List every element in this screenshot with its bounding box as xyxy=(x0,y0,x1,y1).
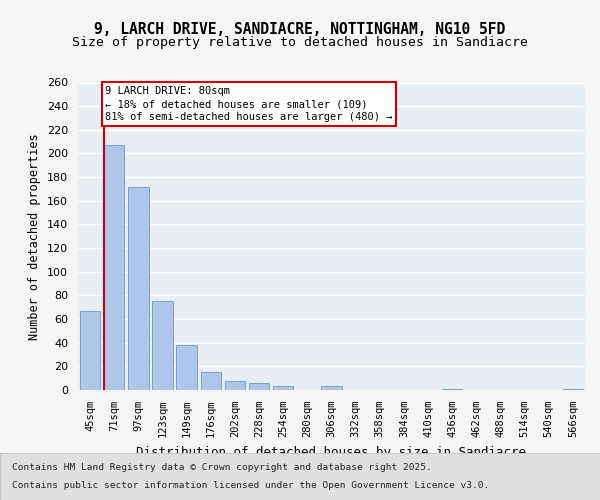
Bar xyxy=(128,186,149,390)
Text: Size of property relative to detached houses in Sandiacre: Size of property relative to detached ho… xyxy=(72,36,528,49)
Bar xyxy=(442,389,463,390)
Bar xyxy=(249,383,269,390)
Text: 9, LARCH DRIVE, SANDIACRE, NOTTINGHAM, NG10 5FD: 9, LARCH DRIVE, SANDIACRE, NOTTINGHAM, N… xyxy=(94,22,506,38)
Bar xyxy=(224,380,245,390)
Text: 9 LARCH DRIVE: 80sqm
← 18% of detached houses are smaller (109)
81% of semi-deta: 9 LARCH DRIVE: 80sqm ← 18% of detached h… xyxy=(105,86,393,122)
Bar xyxy=(563,389,583,390)
Text: Contains HM Land Registry data © Crown copyright and database right 2025.: Contains HM Land Registry data © Crown c… xyxy=(12,463,432,472)
Bar xyxy=(152,302,173,390)
Bar xyxy=(176,345,197,390)
Bar xyxy=(321,386,342,390)
Bar xyxy=(80,311,100,390)
Y-axis label: Number of detached properties: Number of detached properties xyxy=(28,133,41,340)
X-axis label: Distribution of detached houses by size in Sandiacre: Distribution of detached houses by size … xyxy=(137,446,527,458)
Bar xyxy=(104,145,124,390)
Bar xyxy=(273,386,293,390)
Bar xyxy=(200,372,221,390)
Text: Contains public sector information licensed under the Open Government Licence v3: Contains public sector information licen… xyxy=(12,480,489,490)
